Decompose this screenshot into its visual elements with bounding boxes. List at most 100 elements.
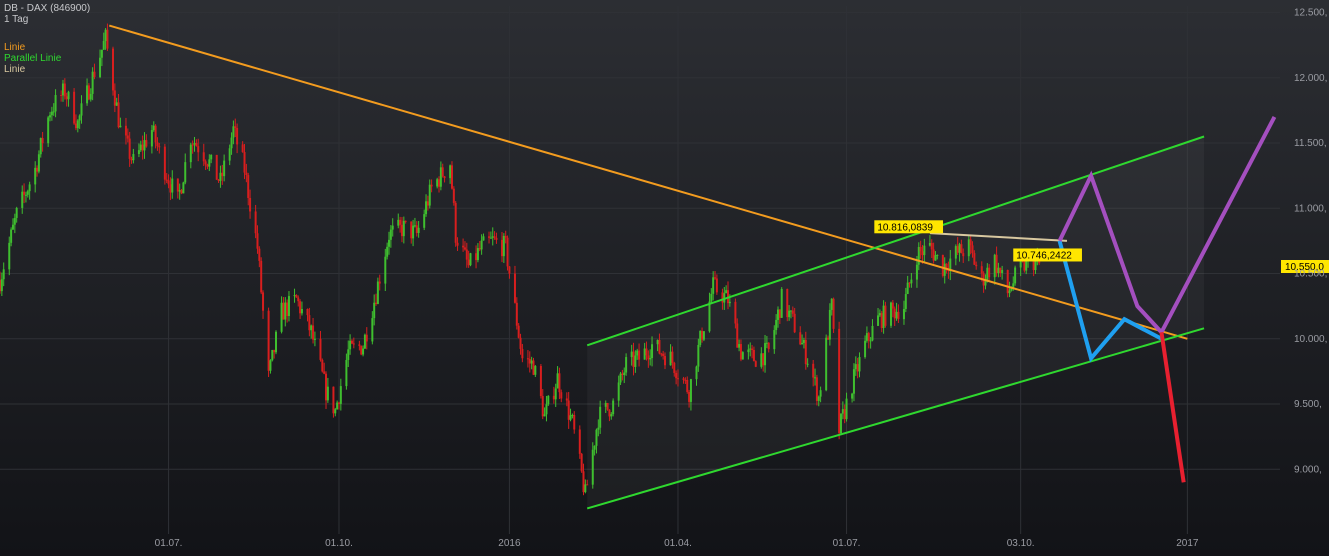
candle-body <box>145 140 148 147</box>
candle-body <box>793 313 796 333</box>
candle-body <box>852 369 855 394</box>
candle-body <box>158 146 161 148</box>
candle-body <box>975 264 978 267</box>
candle-body <box>508 266 511 274</box>
candle-body <box>362 348 365 355</box>
candle-body <box>521 348 524 359</box>
candle-body <box>478 248 481 250</box>
candle-body <box>365 334 368 342</box>
legend-item-line[interactable]: Linie <box>4 42 26 53</box>
candle-body <box>345 359 348 387</box>
candle-body <box>625 357 628 373</box>
candle-body <box>858 357 861 372</box>
candle-body <box>962 253 965 257</box>
candle-body <box>456 242 459 246</box>
candle-body <box>21 191 24 208</box>
candle-body <box>413 225 416 227</box>
candle-body <box>773 330 776 350</box>
candle-body <box>580 453 583 472</box>
candle-body <box>830 298 833 310</box>
candle-body <box>573 414 576 430</box>
candle-body <box>384 256 387 284</box>
candle-body <box>325 373 328 401</box>
candle-body <box>619 373 622 383</box>
candle-body <box>24 194 27 196</box>
candle-body <box>673 362 676 373</box>
candle-body <box>193 143 196 145</box>
candle-body <box>441 167 444 177</box>
x-tick-label: 01.07. <box>155 538 183 549</box>
candle-body <box>221 172 224 177</box>
candle-body <box>851 393 854 399</box>
candle-body <box>993 254 996 278</box>
candle-body <box>839 413 842 434</box>
candle-body <box>593 445 596 450</box>
legend-item-parallel-line[interactable]: Parallel Linie <box>4 53 62 64</box>
candle-body <box>930 242 933 250</box>
candle-body <box>915 264 918 280</box>
candle-body <box>934 255 937 261</box>
candle-body <box>417 227 420 233</box>
candle-body <box>465 249 468 260</box>
candle-body <box>519 337 522 349</box>
candle-body <box>791 310 794 314</box>
candle-body <box>111 48 114 91</box>
candle-body <box>67 91 70 100</box>
candle-body <box>321 359 324 372</box>
candle-body <box>102 41 105 50</box>
candle-body <box>960 244 963 254</box>
candle-body <box>195 143 198 147</box>
candle-body <box>806 363 809 365</box>
candle-body <box>725 290 728 294</box>
candle-body <box>443 176 446 179</box>
candle-body <box>714 277 717 279</box>
candle-body <box>695 366 698 380</box>
drawn-line-0 <box>109 24 1188 340</box>
candle-body <box>819 390 822 397</box>
candle-body <box>124 125 127 136</box>
candle-body <box>358 344 361 346</box>
candle-body <box>0 280 1 292</box>
candle-body <box>804 339 807 365</box>
candle-body <box>569 415 572 420</box>
candle-body <box>339 386 342 404</box>
candle-body <box>801 342 804 345</box>
candle-body <box>78 115 81 121</box>
candle-body <box>547 395 550 405</box>
candle-body <box>323 371 326 374</box>
candle-body <box>760 353 763 367</box>
candle-body <box>701 330 704 340</box>
candle-body <box>752 350 755 362</box>
candle-body <box>949 258 952 272</box>
candle-body <box>741 352 744 360</box>
candle-body <box>462 245 465 248</box>
candle-body <box>210 154 213 160</box>
candle-body <box>708 301 711 332</box>
candle-body <box>827 337 830 340</box>
y-tick-label: 12.000, <box>1294 73 1327 84</box>
candle-body <box>115 102 118 106</box>
candle-body <box>865 333 868 341</box>
candle-body <box>943 263 946 276</box>
candle-body <box>595 429 598 446</box>
candle-body <box>80 103 83 116</box>
candle-body <box>526 358 529 360</box>
candle-body <box>93 71 96 78</box>
candle-body <box>889 302 892 326</box>
candle-body <box>412 225 415 239</box>
candle-body <box>241 144 244 153</box>
candle-body <box>397 219 400 226</box>
candle-body <box>1032 256 1035 271</box>
candle-body <box>180 190 183 194</box>
last-price-label: 10.550,0 <box>1285 262 1324 273</box>
x-axis: 01.07. 01.10. 2016 01.04. 01.07. 03.10. 2017 <box>155 538 1199 549</box>
scenario-path-0 <box>1057 240 1163 363</box>
candle-body <box>969 239 972 246</box>
legend-item-line-2[interactable]: Linie <box>4 64 26 75</box>
candle-body <box>1023 258 1026 271</box>
candle-body <box>99 57 102 78</box>
candle-body <box>1014 267 1017 284</box>
candle-body <box>428 184 431 206</box>
candle-body <box>178 190 181 192</box>
